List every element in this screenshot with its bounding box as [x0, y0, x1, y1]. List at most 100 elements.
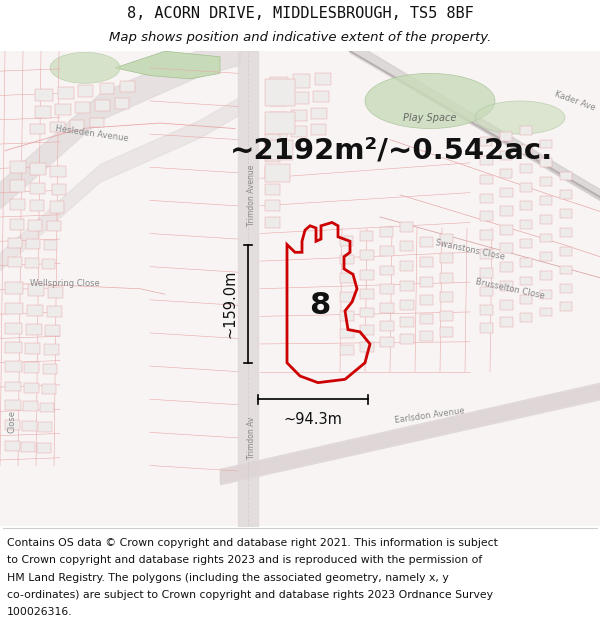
Bar [500, 281, 513, 291]
Ellipse shape [365, 73, 495, 129]
Bar [265, 217, 280, 228]
Bar [30, 163, 46, 175]
Bar [5, 323, 22, 334]
Bar [293, 74, 310, 88]
Bar [30, 124, 45, 134]
Bar [380, 227, 393, 237]
Bar [400, 281, 414, 291]
Bar [500, 132, 512, 141]
Text: to Crown copyright and database rights 2023 and is reproduced with the permissio: to Crown copyright and database rights 2… [7, 556, 482, 566]
Bar [265, 164, 290, 182]
Bar [50, 201, 64, 212]
Text: HM Land Registry. The polygons (including the associated geometry, namely x, y: HM Land Registry. The polygons (includin… [7, 572, 449, 582]
Bar [500, 262, 513, 272]
Bar [540, 290, 552, 299]
Bar [520, 258, 532, 267]
Bar [5, 401, 21, 410]
Bar [10, 161, 26, 172]
Bar [26, 239, 40, 249]
Bar [90, 118, 104, 127]
Bar [540, 177, 552, 186]
Bar [360, 231, 373, 241]
Bar [26, 324, 42, 335]
Bar [5, 420, 20, 430]
Bar [440, 328, 453, 338]
Bar [480, 194, 493, 202]
Bar [25, 258, 39, 268]
Bar [270, 112, 287, 123]
Text: Play Space: Play Space [403, 112, 457, 123]
Bar [500, 224, 513, 234]
Bar [10, 199, 25, 211]
Bar [400, 261, 413, 271]
Bar [10, 181, 25, 191]
Bar [100, 83, 114, 94]
Bar [23, 401, 38, 411]
Bar [340, 273, 354, 283]
Bar [440, 273, 453, 283]
Bar [540, 234, 552, 242]
Bar [540, 139, 552, 149]
Bar [52, 184, 66, 195]
Bar [480, 249, 493, 259]
Bar [360, 342, 374, 352]
Bar [270, 129, 287, 139]
Bar [28, 284, 44, 296]
Bar [500, 169, 512, 178]
Bar [480, 211, 493, 221]
Bar [78, 86, 93, 96]
Bar [50, 166, 66, 177]
Bar [40, 402, 54, 412]
Text: Hesleden Avenue: Hesleden Avenue [55, 124, 129, 144]
Bar [24, 382, 39, 392]
Bar [400, 318, 414, 328]
Bar [560, 284, 572, 293]
Bar [55, 104, 71, 116]
Bar [360, 289, 374, 299]
Bar [340, 311, 354, 321]
Bar [400, 334, 414, 344]
Bar [480, 306, 493, 315]
Bar [265, 79, 295, 106]
Bar [440, 253, 453, 263]
Bar [291, 110, 307, 121]
Bar [5, 303, 23, 314]
Bar [45, 325, 60, 336]
Bar [520, 313, 532, 322]
Text: Earlsdon Avenue: Earlsdon Avenue [394, 406, 466, 425]
Bar [480, 138, 492, 146]
Bar [340, 292, 354, 302]
Bar [560, 228, 572, 237]
Bar [360, 250, 374, 260]
Bar [22, 421, 37, 431]
Text: Kader Ave: Kader Ave [553, 89, 596, 112]
Bar [420, 257, 433, 267]
Bar [340, 329, 354, 339]
Bar [315, 73, 331, 86]
Text: Wellspring Close: Wellspring Close [30, 279, 100, 288]
Bar [360, 270, 374, 280]
Bar [440, 292, 453, 302]
Bar [340, 254, 354, 264]
Text: Trimdon Avenue: Trimdon Avenue [248, 164, 257, 226]
Bar [291, 126, 307, 138]
Text: Swanstons Close: Swanstons Close [434, 238, 506, 262]
Bar [43, 364, 57, 374]
Text: ~94.3m: ~94.3m [284, 412, 343, 427]
Bar [380, 246, 394, 256]
Text: co-ordinates) are subject to Crown copyright and database rights 2023 Ordnance S: co-ordinates) are subject to Crown copyr… [7, 590, 493, 600]
Bar [560, 247, 572, 256]
Bar [42, 259, 55, 269]
Text: ~159.0m: ~159.0m [223, 269, 238, 338]
Bar [500, 206, 513, 216]
Bar [48, 286, 63, 298]
Bar [292, 92, 309, 104]
Bar [313, 91, 329, 102]
Bar [265, 139, 293, 159]
Bar [380, 338, 394, 348]
Bar [265, 151, 280, 162]
Bar [540, 271, 552, 280]
Bar [520, 277, 532, 286]
Bar [520, 164, 532, 172]
Text: 8: 8 [310, 291, 331, 320]
